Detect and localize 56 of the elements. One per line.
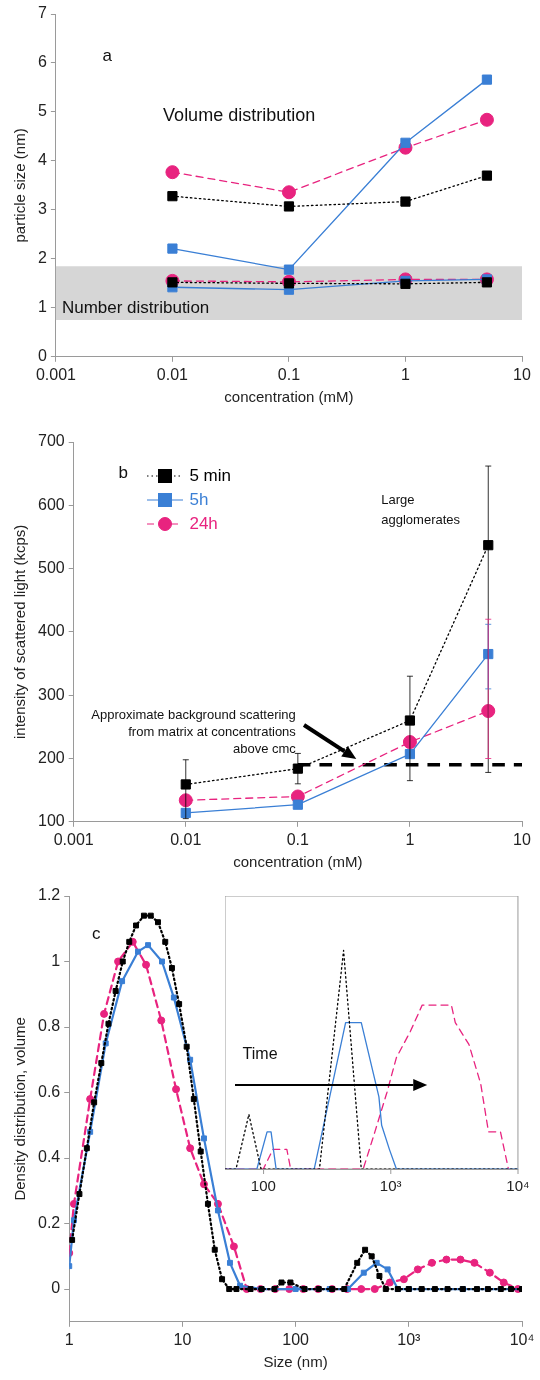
y-tick-label: 0.6 <box>37 1082 61 1100</box>
y-tick-label: 7 <box>37 4 47 22</box>
y-tick-label: 5 <box>37 102 47 120</box>
x-tick-label: 100 <box>251 1177 277 1195</box>
x-tick-label: 0.01 <box>170 830 202 848</box>
x-tick-label: 0.01 <box>156 365 189 383</box>
annotation: b <box>118 462 128 482</box>
x-tick-label: 0.001 <box>53 830 94 848</box>
y-tick-label: 3 <box>37 200 47 218</box>
annotation: Time <box>243 1045 279 1063</box>
annotation: Volume distribution <box>163 104 316 125</box>
x-tick-label: 0.1 <box>286 830 310 848</box>
y-tick-label: 400 <box>37 622 65 640</box>
y-axis-title: particle size (nm) <box>11 128 29 243</box>
x-axis-title: concentration (mM) <box>233 853 363 871</box>
legend-label: 5 min <box>189 465 231 488</box>
x-axis-title: concentration (mM) <box>224 388 354 406</box>
band-label: Number distribution <box>61 298 210 318</box>
y-tick-label: 0 <box>37 347 47 365</box>
annotation: a <box>102 46 113 66</box>
annotation: c <box>91 923 101 943</box>
y-tick-label: 2 <box>37 249 47 267</box>
legend-label: 24h <box>189 513 218 536</box>
y-tick-label: 0.2 <box>37 1213 61 1231</box>
y-tick-label: 6 <box>37 53 47 71</box>
annotation: Large agglomerates <box>381 492 461 528</box>
y-tick-label: 1 <box>37 298 47 316</box>
x-tick-label: 10³ <box>380 1177 402 1195</box>
x-tick-label: 10⁴ <box>506 1177 530 1195</box>
x-tick-label: 10 <box>513 365 531 383</box>
x-tick-label: 0.001 <box>35 365 77 383</box>
y-tick-label: 4 <box>37 151 47 169</box>
y-tick-label: 500 <box>37 559 65 577</box>
ref-line-label: Approximate background scattering from matrix at concentrations above cmc <box>91 706 297 756</box>
y-tick-label: 1.2 <box>37 886 61 904</box>
x-tick-label: 10 <box>513 830 531 848</box>
x-tick-label: 100 <box>282 1330 310 1348</box>
y-tick-label: 100 <box>37 812 65 830</box>
y-tick-label: 600 <box>37 495 65 513</box>
y-axis-title: intensity of scattered light (kcps) <box>11 524 29 740</box>
y-tick-label: 300 <box>37 685 65 703</box>
x-tick-label: 1 <box>401 365 411 383</box>
x-tick-label: 10⁴ <box>509 1330 535 1348</box>
x-tick-label: 10 <box>173 1330 192 1348</box>
legend-label: 5h <box>189 489 209 512</box>
y-tick-label: 1 <box>51 951 61 969</box>
y-tick-label: 0 <box>51 1279 61 1297</box>
y-tick-label: 700 <box>37 432 65 450</box>
x-tick-label: 0.1 <box>277 365 301 383</box>
x-tick-label: 10³ <box>397 1330 422 1348</box>
x-tick-label: 1 <box>405 830 415 848</box>
y-tick-label: 0.4 <box>37 1148 61 1166</box>
x-axis-title: Size (nm) <box>263 1353 328 1371</box>
y-tick-label: 200 <box>37 748 65 766</box>
y-axis-title: Density distribution, volume <box>11 1017 29 1201</box>
y-tick-label: 0.8 <box>37 1017 61 1035</box>
